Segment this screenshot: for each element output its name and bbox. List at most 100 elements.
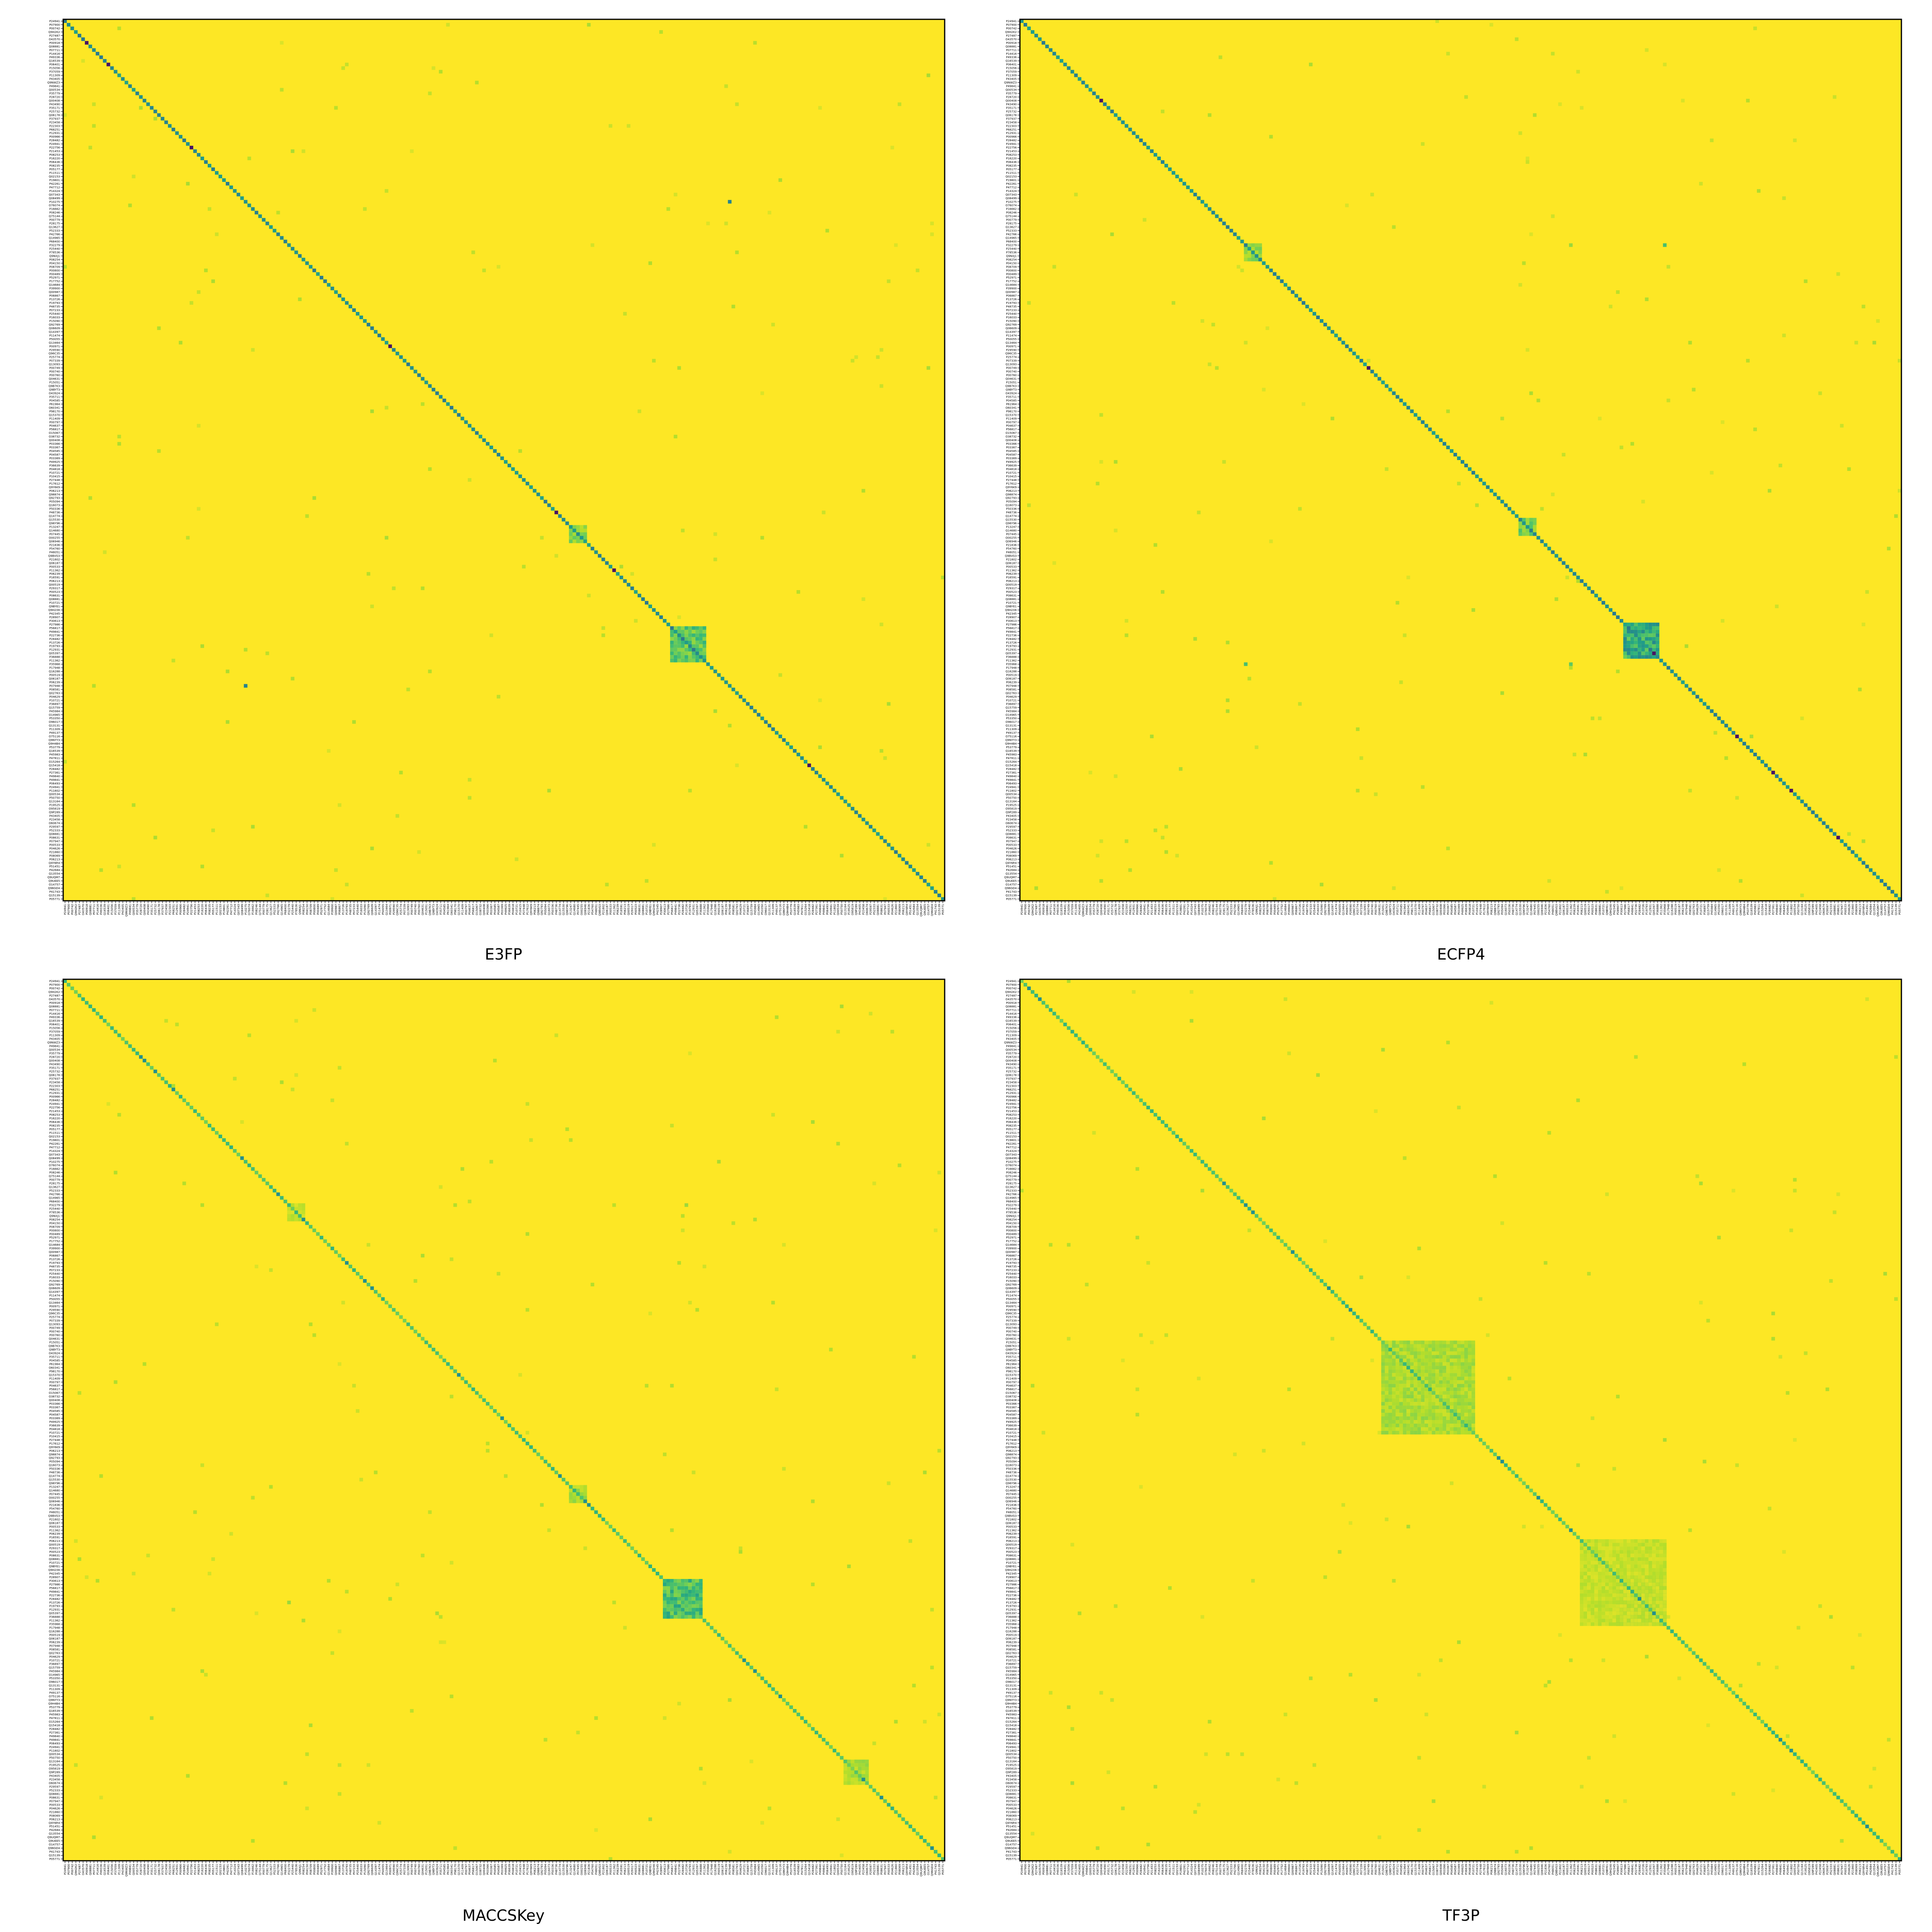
x-tick-label: Q08881 [89,904,92,915]
x-tick-label: P45984 [753,1864,757,1874]
x-tick-label: Q9H2X6 [652,904,656,915]
heatmap-cell [677,1579,681,1583]
heatmap-cell [609,124,613,128]
heatmap-cell [301,1210,305,1214]
heatmap-diagonal-cell [1732,731,1736,735]
heatmap-cell [1265,326,1269,330]
heatmap-cell [699,1767,703,1771]
x-tick-label: Q9NWZ3 [125,904,128,916]
y-tick-label: P07445 [50,533,60,536]
heatmap-cell [760,391,764,395]
heatmap-cell [1522,525,1526,529]
x-tick-label: P05177 [212,904,215,915]
heatmap-cell [514,857,518,861]
x-tick-label: P19793 [345,1864,349,1875]
y-tick-label: P28175 [1006,222,1017,225]
heatmap-diagonal-cell [114,1030,118,1034]
heatmap-diagonal-cell [446,402,450,406]
heatmap-diagonal-cell [1262,261,1266,265]
heatmap-diagonal-cell [1703,702,1707,706]
heatmap-diagonal-cell [916,872,920,876]
heatmap-cell [724,84,728,88]
heatmap-cell [1197,1803,1201,1807]
heatmap-cell [327,1579,331,1583]
y-tick-label: P43405 [50,1775,60,1778]
x-tick-label: P15056 [1067,904,1071,914]
heatmap-cell [1652,633,1656,637]
x-tick-label: O43570 [1038,904,1042,915]
x-tick-label: P04626 [1847,904,1851,914]
heatmap-cell [1872,341,1876,345]
heatmap-cell [638,409,642,413]
heatmap-cell [688,1586,692,1590]
heatmap-diagonal-cell [312,268,316,272]
heatmap-cell [1092,1131,1096,1135]
heatmap-cell [265,894,269,898]
heatmap-cell [1836,1192,1840,1196]
heatmap-diagonal-cell [847,1763,851,1767]
heatmap-cell [1641,626,1645,630]
x-tick-label: P08254 [302,904,305,914]
heatmap-cell [1385,467,1389,471]
heatmap-diagonal-cell [1804,803,1808,807]
heatmap-diagonal-cell [197,153,201,157]
x-tick-label: P08246 [255,904,258,914]
x-tick-label: P98170 [1410,904,1414,915]
y-tick-label: P00779 [1006,219,1017,222]
heatmap-cell [1706,1319,1710,1323]
y-tick-label: P10415 [1006,475,1017,478]
heatmap-diagonal-cell [1757,756,1761,760]
x-tick-label: Q14680 [573,904,576,915]
y-tick-label: Q75144 [49,215,60,218]
heatmap-diagonal-cell [778,1695,782,1699]
heatmap-diagonal-cell [739,1655,743,1659]
heatmap-cell [702,1265,706,1269]
heatmap-cell [446,23,450,27]
heatmap-cell [1623,655,1627,659]
y-tick-label: P56817 [50,1587,60,1590]
x-tick-label: Q00987 [334,1864,338,1875]
y-tick-label: P00918 [50,1001,60,1005]
heatmap-cell [684,1579,688,1583]
heatmap-cell [1533,528,1537,533]
x-tick-label: P16033 [360,1864,363,1875]
heatmap-cell [1143,218,1147,222]
heatmap-cell [691,640,696,644]
heatmap-cell [699,651,703,655]
heatmap-cell [681,1604,685,1608]
x-tick-label: P10721 [1699,904,1703,915]
heatmap-diagonal-cell [742,1658,746,1662]
heatmap-diagonal-cell [161,1077,165,1081]
heatmap-cell [847,1770,851,1774]
heatmap-cell [648,261,652,265]
x-tick-label: P47712 [230,1864,233,1875]
heatmap-diagonal-cell [1883,883,1887,887]
x-tick-label: P35171 [1107,904,1110,915]
heatmap-cell [370,409,374,413]
x-tick-label: Q13131 [768,904,771,915]
x-tick-label: Q08881 [89,1864,92,1875]
y-tick-label: P56817 [50,627,60,630]
heatmap-cell [1251,247,1255,251]
heatmap-cell [1027,301,1031,305]
x-tick-label: P27487 [1035,904,1038,915]
y-tick-label: P17948 [50,667,60,670]
heatmap-diagonal-cell [583,1499,587,1503]
y-tick-label: P08235 [50,164,60,167]
x-tick-label: P00489 [316,1864,320,1875]
x-tick-label: Q9UEE5 [923,1864,927,1875]
heatmap-cell [670,1124,674,1127]
heatmap-cell [1721,420,1725,424]
x-tick-label: P10275 [1201,904,1204,915]
x-tick-label: Q07343 [237,1864,240,1875]
heatmap-cell [1858,687,1862,691]
x-tick-label: Q9UQM7 [920,904,923,916]
heatmap-cell [1034,886,1038,890]
heatmap-cell [338,1763,342,1767]
y-tick-label: P12931 [1006,132,1017,135]
heatmap-diagonal-cell [825,781,829,785]
heatmap-cell [439,1615,443,1619]
heatmap-cell [1655,640,1660,644]
heatmap-diagonal-cell [439,395,443,399]
heatmap-cell [1858,1633,1862,1637]
